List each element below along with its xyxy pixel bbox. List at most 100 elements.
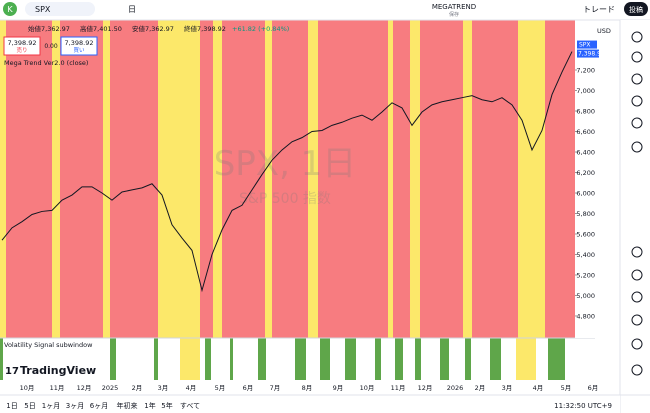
- ohlc: 高値7,401.50: [80, 24, 122, 33]
- x-tick-label: 2026: [447, 384, 464, 392]
- sidebar-icon[interactable]: [631, 141, 643, 153]
- x-tick-label: 9月: [333, 384, 344, 392]
- sidebar-icon[interactable]: [631, 291, 643, 303]
- y-tick-label: 6,600: [576, 128, 595, 136]
- sidebar-icon[interactable]: [631, 51, 643, 63]
- interval[interactable]: 日: [128, 5, 136, 14]
- yellow-band: [410, 20, 420, 338]
- range-button[interactable]: 6ヶ月: [90, 402, 108, 410]
- layout-name[interactable]: MEGATREND: [432, 3, 476, 11]
- x-tick-label: 4月: [533, 384, 544, 392]
- signal-bar: [440, 338, 449, 380]
- x-tick-label: 12月: [418, 384, 433, 392]
- y-tick-label: 4,800: [576, 312, 595, 320]
- signal-bar: [465, 338, 471, 380]
- range-button[interactable]: 5年: [161, 401, 172, 410]
- watermark-symbol: SPX, 1日: [214, 144, 357, 184]
- x-tick-label: 11月: [391, 384, 406, 392]
- sidebar-icon[interactable]: [631, 95, 643, 107]
- ohlc: +61.82 (+0.84%): [232, 25, 289, 33]
- signal-bar: [110, 338, 116, 380]
- last-price-tag: [577, 49, 599, 58]
- signal-bar: [395, 338, 403, 380]
- x-tick-label: 11月: [50, 384, 65, 392]
- symbol-search[interactable]: [25, 2, 95, 16]
- subwindow-bg: [0, 338, 575, 380]
- yellow-band: [158, 20, 200, 338]
- yellow-band: [463, 20, 472, 338]
- yellow-band: [388, 20, 393, 338]
- chart-bg: [0, 20, 575, 338]
- ohlc: 安値7,362.97: [132, 24, 174, 33]
- sell: 売り: [16, 46, 27, 54]
- sell-price: 7,398.92: [8, 39, 37, 47]
- range-button[interactable]: すべて: [180, 402, 200, 410]
- toolbar: [0, 0, 650, 20]
- x-tick-label: 5月: [215, 384, 226, 392]
- signal-bar: [490, 338, 501, 380]
- range-button[interactable]: 年初来: [117, 401, 138, 410]
- range-button[interactable]: 3ヶ月: [66, 402, 84, 410]
- yellow-band: [265, 20, 272, 338]
- signal-bar: [205, 338, 211, 380]
- x-tick-label: 2月: [475, 384, 486, 392]
- watermark-name: S&P 500 指数: [239, 191, 331, 207]
- time-axis: [0, 380, 620, 394]
- brand-logo: 17: [5, 366, 19, 377]
- y-tick-label: 7,200: [576, 67, 595, 75]
- x-tick-label: 10月: [20, 384, 35, 392]
- yellow-band: [213, 20, 222, 338]
- y-tick-label: 5,400: [576, 251, 595, 259]
- indicator-name: Mega Trend Ver2.0 (close): [4, 59, 88, 67]
- signal-bar: [375, 338, 381, 380]
- price-axis: [575, 20, 595, 338]
- sidebar-icon[interactable]: [631, 117, 643, 129]
- symbol-tag-text: SPX: [579, 42, 591, 49]
- trade[interactable]: トレード: [583, 5, 615, 14]
- range-button[interactable]: 1日: [6, 402, 17, 410]
- sidebar-icon[interactable]: [631, 73, 643, 85]
- sidebar-icon[interactable]: [631, 269, 643, 281]
- yellow-band: [52, 20, 60, 338]
- sell-box: [3, 36, 41, 56]
- sidebar-icon[interactable]: [631, 364, 643, 376]
- y-tick-label: 5,200: [576, 271, 595, 279]
- yellow-band: [103, 20, 110, 338]
- avatar: [3, 2, 17, 16]
- buy-price: 7,398.92: [65, 39, 94, 47]
- signal-bar: [154, 338, 158, 380]
- sidebar-icon[interactable]: [631, 31, 643, 43]
- signal-bar-yellow: [180, 338, 200, 380]
- range-button[interactable]: 5日: [24, 402, 35, 410]
- sidebar-icon[interactable]: [631, 246, 643, 258]
- x-tick-label: 2025: [102, 384, 119, 392]
- buy-box: [60, 36, 98, 56]
- y-tick-label: 5,800: [576, 210, 595, 218]
- signal-bar: [320, 338, 330, 380]
- y-tick-label: 5,600: [576, 230, 595, 238]
- signal-bar: [295, 338, 306, 380]
- avatar-letter: K: [7, 5, 13, 14]
- yellow-band: [518, 20, 545, 338]
- x-tick-label: 5月: [561, 384, 572, 392]
- bottom-bar: [0, 395, 620, 413]
- y-tick-label: 6,400: [576, 148, 595, 156]
- y-tick-label: 6,000: [576, 189, 595, 197]
- ohlc: 終値7,398.92: [184, 24, 226, 33]
- yellow-band: [0, 20, 6, 338]
- y-tick-label: 5,000: [576, 292, 595, 300]
- signal-bar: [415, 338, 421, 380]
- price-line: [1, 51, 573, 293]
- sidebar-icon[interactable]: [631, 314, 643, 326]
- sidebar-icon[interactable]: [631, 338, 643, 350]
- buy: 買い: [73, 47, 85, 54]
- x-tick-label: 8月: [302, 384, 313, 392]
- signal-bar: [258, 338, 266, 380]
- signal-bar: [0, 338, 3, 380]
- range-button[interactable]: 1年: [144, 401, 155, 410]
- signal-bar: [345, 338, 356, 380]
- subwindow-name: Volatility Signal subwindow: [4, 341, 93, 349]
- publish-btn[interactable]: [624, 2, 648, 16]
- range-button[interactable]: 1ヶ月: [42, 402, 60, 410]
